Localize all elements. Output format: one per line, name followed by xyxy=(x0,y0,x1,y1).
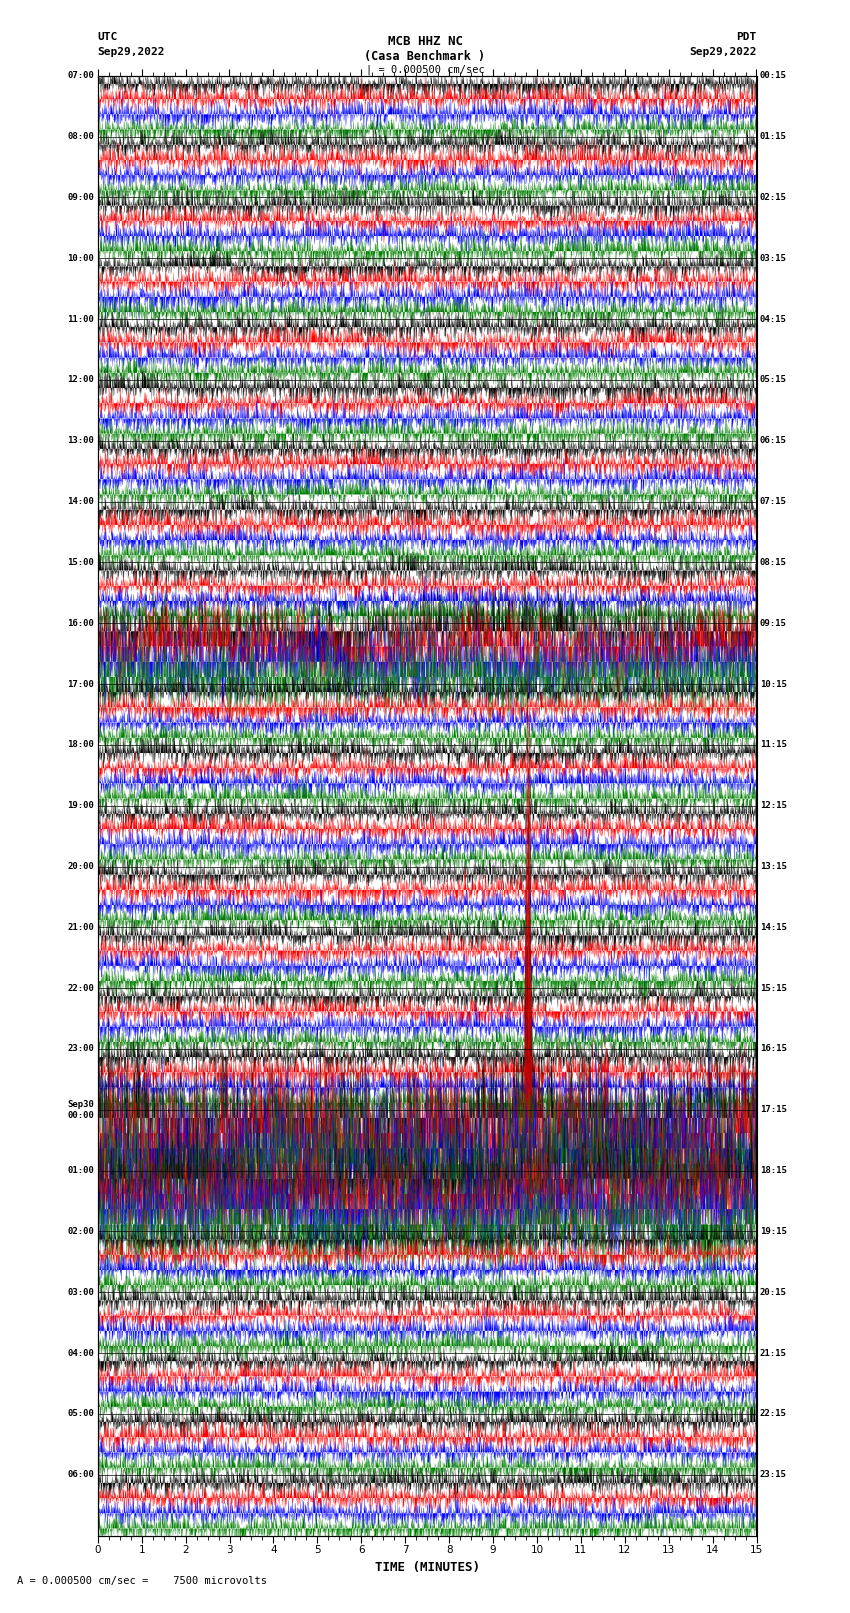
Text: 21:00: 21:00 xyxy=(68,923,94,932)
Text: 03:15: 03:15 xyxy=(760,253,786,263)
Text: 09:15: 09:15 xyxy=(760,619,786,627)
Text: 00:15: 00:15 xyxy=(760,71,786,81)
Text: 03:00: 03:00 xyxy=(68,1287,94,1297)
Text: 18:00: 18:00 xyxy=(68,740,94,750)
Text: 14:15: 14:15 xyxy=(760,923,786,932)
Text: 10:00: 10:00 xyxy=(68,253,94,263)
Text: 06:00: 06:00 xyxy=(68,1471,94,1479)
Text: Sep29,2022: Sep29,2022 xyxy=(689,47,756,56)
Text: 08:15: 08:15 xyxy=(760,558,786,566)
Text: 05:15: 05:15 xyxy=(760,376,786,384)
Text: 22:15: 22:15 xyxy=(760,1410,786,1418)
Text: 16:15: 16:15 xyxy=(760,1045,786,1053)
Text: 12:00: 12:00 xyxy=(68,376,94,384)
Text: 02:15: 02:15 xyxy=(760,194,786,202)
Text: 14:00: 14:00 xyxy=(68,497,94,506)
Text: A = 0.000500 cm/sec =    7500 microvolts: A = 0.000500 cm/sec = 7500 microvolts xyxy=(17,1576,267,1586)
X-axis label: TIME (MINUTES): TIME (MINUTES) xyxy=(375,1561,479,1574)
Text: 20:00: 20:00 xyxy=(68,861,94,871)
Text: 19:00: 19:00 xyxy=(68,802,94,810)
Text: 21:15: 21:15 xyxy=(760,1348,786,1358)
Text: 18:15: 18:15 xyxy=(760,1166,786,1176)
Text: 07:00: 07:00 xyxy=(68,71,94,81)
Text: 17:15: 17:15 xyxy=(760,1105,786,1115)
Text: 17:00: 17:00 xyxy=(68,679,94,689)
Text: 04:15: 04:15 xyxy=(760,315,786,324)
Text: 16:00: 16:00 xyxy=(68,619,94,627)
Text: 19:15: 19:15 xyxy=(760,1227,786,1236)
Text: 07:15: 07:15 xyxy=(760,497,786,506)
Text: 02:00: 02:00 xyxy=(68,1227,94,1236)
Text: UTC: UTC xyxy=(98,32,118,42)
Text: PDT: PDT xyxy=(736,32,756,42)
Text: MCB HHZ NC: MCB HHZ NC xyxy=(388,35,462,48)
Text: 23:15: 23:15 xyxy=(760,1471,786,1479)
Text: 15:15: 15:15 xyxy=(760,984,786,992)
Text: 01:15: 01:15 xyxy=(760,132,786,140)
Text: 11:00: 11:00 xyxy=(68,315,94,324)
Text: 11:15: 11:15 xyxy=(760,740,786,750)
Text: 06:15: 06:15 xyxy=(760,436,786,445)
Text: Sep30
00:00: Sep30 00:00 xyxy=(68,1100,94,1119)
Text: 20:15: 20:15 xyxy=(760,1287,786,1297)
Text: (Casa Benchmark ): (Casa Benchmark ) xyxy=(365,50,485,63)
Text: 01:00: 01:00 xyxy=(68,1166,94,1176)
Text: | = 0.000500 cm/sec: | = 0.000500 cm/sec xyxy=(366,65,484,74)
Text: 08:00: 08:00 xyxy=(68,132,94,140)
Text: 12:15: 12:15 xyxy=(760,802,786,810)
Text: 15:00: 15:00 xyxy=(68,558,94,566)
Text: 23:00: 23:00 xyxy=(68,1045,94,1053)
Text: 10:15: 10:15 xyxy=(760,679,786,689)
Text: Sep29,2022: Sep29,2022 xyxy=(98,47,165,56)
Text: 13:15: 13:15 xyxy=(760,861,786,871)
Text: 04:00: 04:00 xyxy=(68,1348,94,1358)
Text: 13:00: 13:00 xyxy=(68,436,94,445)
Text: 05:00: 05:00 xyxy=(68,1410,94,1418)
Text: 09:00: 09:00 xyxy=(68,194,94,202)
Text: 22:00: 22:00 xyxy=(68,984,94,992)
